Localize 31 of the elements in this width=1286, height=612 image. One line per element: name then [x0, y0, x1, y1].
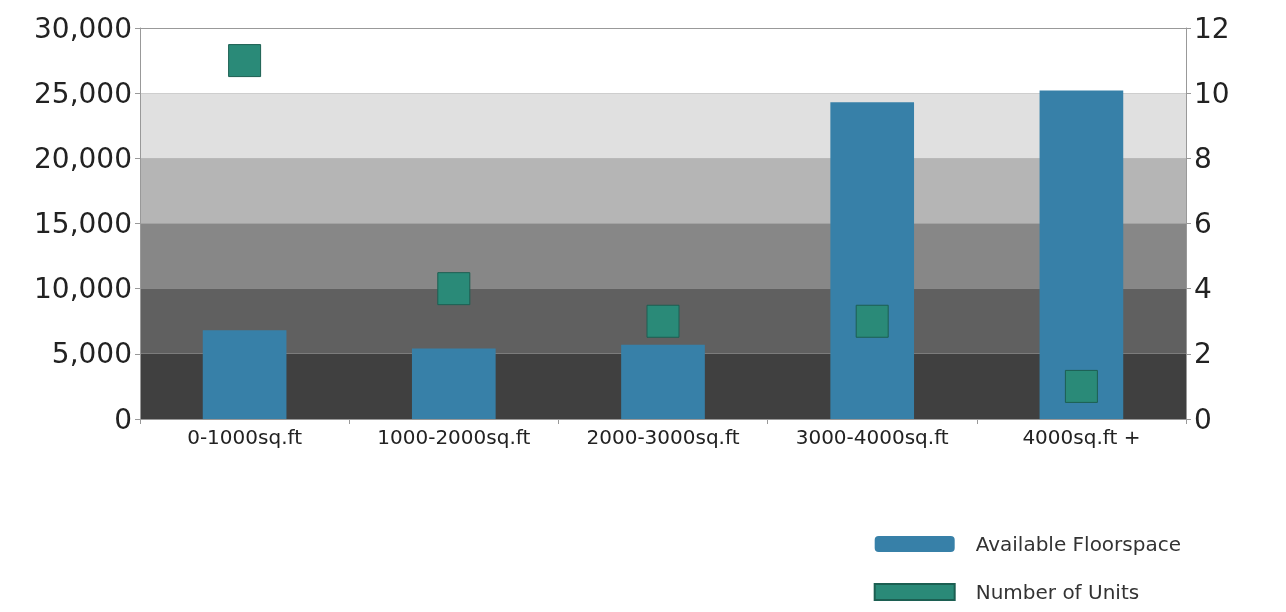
y2-tick-label: 0 [1194, 402, 1212, 436]
y-tick-label: 15,000 [34, 207, 132, 240]
x-tick-label: 3000-4000sq.ft [795, 425, 949, 449]
x-tick-label: 0-1000sq.ft [187, 425, 303, 449]
y-tick-label: 25,000 [34, 76, 132, 110]
y-tick-label: 30,000 [34, 11, 132, 45]
y2-tick-label: 12 [1194, 11, 1230, 45]
x-tick-label: 4000sq.ft + [1022, 425, 1141, 449]
bar [621, 344, 705, 419]
x-tick-label: 1000-2000sq.ft [377, 425, 531, 449]
point [1064, 369, 1098, 403]
legend-label: Available Floorspace [975, 532, 1181, 556]
y2-tick-label: 10 [1194, 76, 1230, 110]
bar [1039, 90, 1124, 419]
y-tick-label: 10,000 [34, 272, 132, 306]
y2-tick-label: 8 [1194, 141, 1212, 175]
point [855, 304, 889, 338]
bar [830, 102, 915, 419]
legend-label: Number of Units [975, 580, 1140, 604]
y2-tick-label: 4 [1194, 272, 1212, 306]
point [228, 44, 262, 78]
point [437, 272, 471, 306]
x-tick-label: 2000-3000sq.ft [586, 425, 740, 449]
bar [202, 330, 287, 419]
y-tick-label: 0 [114, 402, 132, 436]
y-tick-label: 20,000 [34, 141, 132, 175]
y2-tick-label: 2 [1194, 337, 1212, 371]
point [646, 304, 680, 338]
y-tick-label: 5,000 [51, 337, 132, 371]
y2-tick-label: 6 [1194, 207, 1212, 240]
bar [411, 348, 496, 419]
